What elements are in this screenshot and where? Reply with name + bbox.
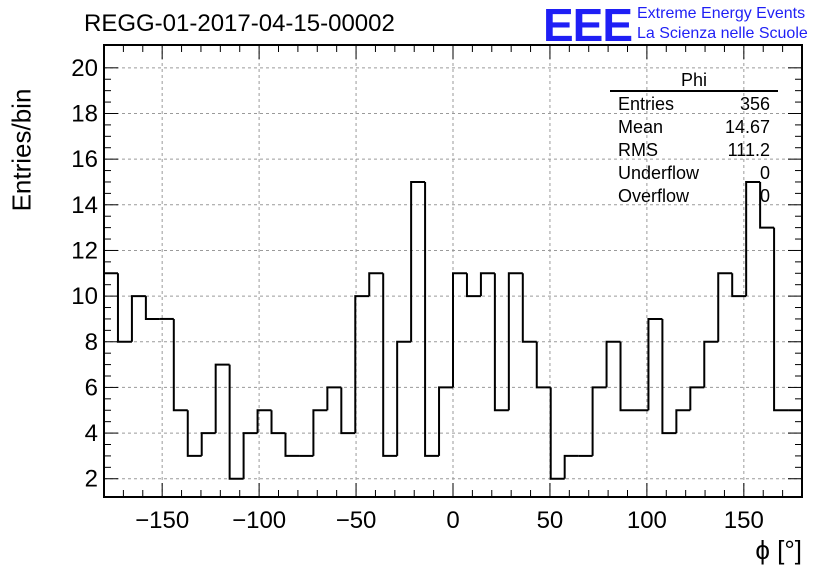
stats-label: RMS [618, 140, 658, 160]
histogram-bin [242, 432, 258, 479]
histogram-bin [591, 386, 607, 456]
histogram-bin [214, 363, 230, 434]
stats-value: 0 [760, 163, 770, 183]
y-tick-label: 16 [71, 146, 98, 173]
histogram-bin [382, 273, 398, 457]
stats-value: 111.2 [728, 140, 770, 160]
stats-value: 14.67 [725, 117, 770, 137]
histogram-bin [661, 318, 677, 435]
histogram-bin [354, 295, 370, 434]
histogram-bin [507, 272, 523, 411]
stats-label: Underflow [618, 163, 700, 183]
histogram-bin [717, 272, 733, 342]
histogram-bin [745, 180, 761, 297]
histogram-bin [116, 273, 132, 343]
histogram-bin [788, 409, 803, 497]
y-tick-label: 10 [71, 283, 98, 310]
stats-label: Entries [618, 94, 674, 114]
x-tick-label: 50 [537, 507, 564, 534]
histogram-bin [521, 273, 537, 343]
x-tick-label: −50 [336, 507, 377, 534]
stats-value: 0 [760, 186, 770, 206]
histogram-bin [172, 318, 188, 412]
histogram-bin [465, 273, 481, 298]
histogram-bin [186, 410, 202, 457]
histogram-bin [424, 181, 440, 457]
y-tick-label: 14 [71, 192, 98, 219]
histogram-bin [103, 272, 118, 497]
chart-title: REGG-01-2017-04-15-00002 [84, 10, 395, 37]
y-tick-label: 12 [71, 237, 98, 264]
histogram-bin [619, 341, 635, 412]
axis-tick-labels: −150 −100 −50 0 50 100 150 2 4 6 8 10 12 14 16 18 20 [71, 55, 764, 534]
histogram-bin [549, 387, 565, 480]
y-tick-label: 8 [85, 329, 98, 356]
histogram-bin [703, 340, 719, 388]
x-tick-label: −100 [232, 507, 286, 534]
x-tick-label: 150 [724, 507, 764, 534]
histogram-bin [228, 364, 244, 480]
histogram-bin [493, 273, 509, 412]
y-axis-label-wrap: Entries/bin [6, 89, 38, 212]
y-tick-label: 18 [71, 100, 98, 127]
histogram-bin [270, 410, 286, 435]
histogram-bin [535, 341, 551, 389]
histogram-bin [452, 272, 467, 388]
histogram-bin [605, 340, 621, 388]
stats-value: 356 [740, 94, 770, 114]
stats-box: Phi Entries 356 Mean 14.67 RMS 111.2 Underflow 0… [610, 70, 778, 206]
histogram-bin [312, 409, 328, 456]
histogram-bin [410, 180, 426, 342]
eee-logo-line-1: Extreme Energy Events [637, 5, 806, 22]
stats-name: Phi [681, 70, 707, 90]
histogram-bin [396, 340, 412, 456]
histogram-bin [479, 272, 495, 297]
eee-logo: EEE [543, 0, 633, 51]
histogram-bin [368, 272, 384, 297]
histogram-bin [731, 273, 747, 298]
x-axis-label: ϕ [°] [755, 535, 802, 565]
stats-label: Overflow [618, 186, 690, 206]
histogram-bin [759, 181, 775, 229]
stats-label: Mean [618, 117, 663, 137]
axis-ticks [103, 45, 803, 497]
histogram-bin [438, 386, 453, 456]
histogram-bin [130, 295, 146, 342]
y-tick-label: 4 [85, 420, 98, 447]
x-tick-label: 0 [446, 507, 459, 534]
y-tick-label: 6 [85, 374, 98, 401]
y-tick-label: 2 [85, 466, 98, 493]
histogram-bin [256, 409, 272, 434]
histogram-bin [563, 454, 579, 479]
y-axis-label: Entries/bin [6, 88, 37, 212]
y-tick-label: 20 [71, 55, 98, 82]
histogram-bin [689, 386, 705, 411]
histogram-bin [675, 409, 691, 434]
histogram-bin [200, 432, 216, 456]
histogram-bin [326, 386, 342, 411]
histogram-bin [340, 387, 356, 435]
histogram-bin [773, 227, 789, 412]
x-tick-label: 100 [627, 507, 667, 534]
eee-logo-line-2: La Scienza nelle Scuole [637, 25, 808, 42]
x-tick-label: −150 [135, 507, 189, 534]
histogram-bin [647, 317, 663, 411]
histogram-bin [144, 296, 160, 320]
grid-lines [104, 45, 802, 497]
histogram-bin [284, 433, 300, 457]
